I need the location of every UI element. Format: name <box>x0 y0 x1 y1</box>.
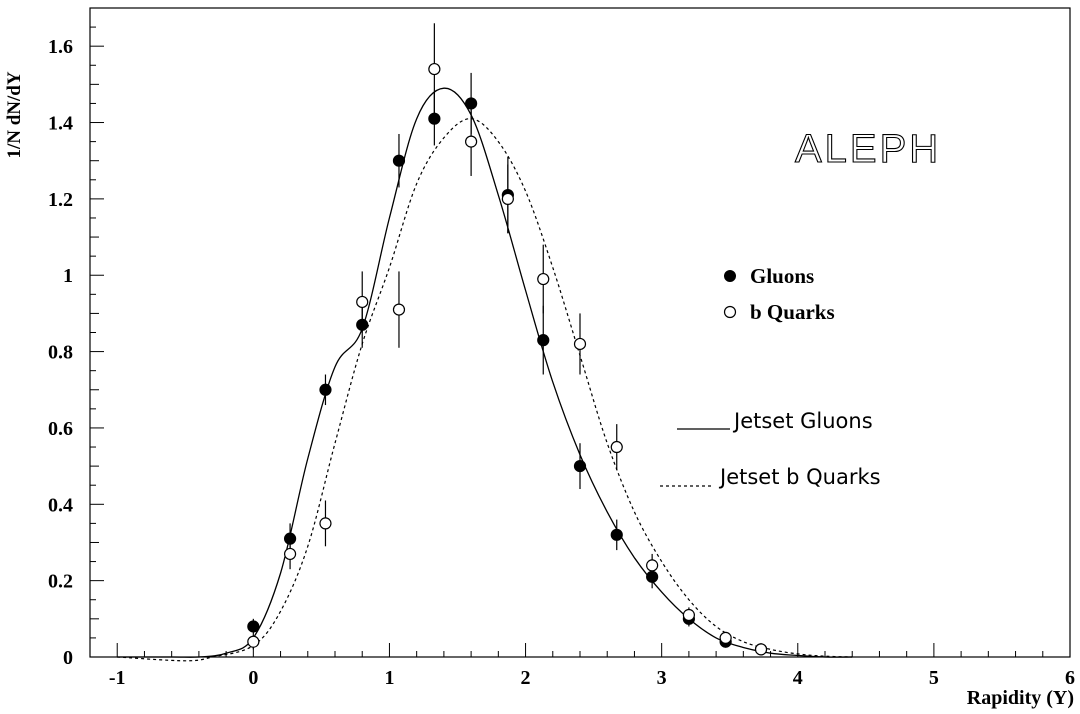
legend-label-jetset-b-quarks: Jetset b Quarks <box>718 465 881 489</box>
legend-marker-b-quarks <box>723 305 737 319</box>
axis-ticks: -1 0 1 2 3 4 5 6 0 0.2 0.4 0.6 0.8 1 1.2 1.4 1.6 <box>48 7 1075 689</box>
point-b-quarks <box>646 559 659 572</box>
point-b-quarks <box>754 643 768 656</box>
x-axis-label: Rapidity (Y) <box>967 687 1074 709</box>
y-tick-label: 0.2 <box>48 571 73 593</box>
legend-marker-gluons <box>724 270 736 282</box>
point-b-quarks <box>356 295 369 309</box>
point-gluons <box>247 620 260 633</box>
x-tick-label: -1 <box>109 667 126 689</box>
point-b-quarks <box>719 631 732 645</box>
point-b-quarks <box>573 337 587 351</box>
point-gluons <box>392 154 406 167</box>
curves <box>117 87 853 662</box>
legend-label-jetset-gluons: Jetset Gluons <box>732 409 873 433</box>
point-b-quarks <box>537 272 550 286</box>
y-tick-label: 0.8 <box>48 342 73 364</box>
point-b-quarks <box>610 440 623 454</box>
legend: Gluons b Quarks Jetset Gluons Jetset b Q… <box>660 264 881 489</box>
x-tick-label: 3 <box>657 667 667 689</box>
curve-jetset-gluons <box>117 87 853 658</box>
y-tick-label: 0 <box>63 647 73 669</box>
x-tick-label: 6 <box>1065 667 1075 689</box>
legend-label-b-quarks: b Quarks <box>750 300 835 324</box>
experiment-label: ALEPH <box>795 127 941 171</box>
y-axis-label: 1/N dN/dY <box>4 71 25 159</box>
y-tick-label: 1.2 <box>48 189 73 211</box>
y-tick-label: 0.4 <box>48 494 73 516</box>
x-tick-label: 0 <box>248 667 258 689</box>
y-tick-label: 0.6 <box>48 418 73 440</box>
point-gluons <box>319 383 332 396</box>
legend-label-gluons: Gluons <box>750 264 814 288</box>
point-b-quarks <box>465 135 478 148</box>
point-b-quarks <box>283 547 297 561</box>
point-b-quarks <box>247 635 260 648</box>
point-gluons <box>573 460 587 473</box>
x-tick-label: 1 <box>384 667 394 689</box>
data-points <box>247 23 768 656</box>
point-b-quarks <box>428 62 441 76</box>
point-b-quarks <box>392 303 406 316</box>
point-b-quarks <box>682 608 695 622</box>
y-tick-label: 1 <box>63 265 73 287</box>
y-tick-label: 1.4 <box>48 113 73 135</box>
x-tick-label: 4 <box>793 667 803 689</box>
point-b-quarks <box>319 517 332 530</box>
y-tick-label: 1.6 <box>48 36 73 58</box>
point-gluons <box>610 528 623 541</box>
x-tick-label: 2 <box>521 667 531 689</box>
y-axis-label-box: 1/N dN/dY <box>2 5 28 225</box>
x-tick-label: 5 <box>929 667 939 689</box>
point-b-quarks <box>501 192 514 205</box>
point-gluons <box>537 334 550 347</box>
curve-jetset-b-quarks <box>117 118 853 662</box>
